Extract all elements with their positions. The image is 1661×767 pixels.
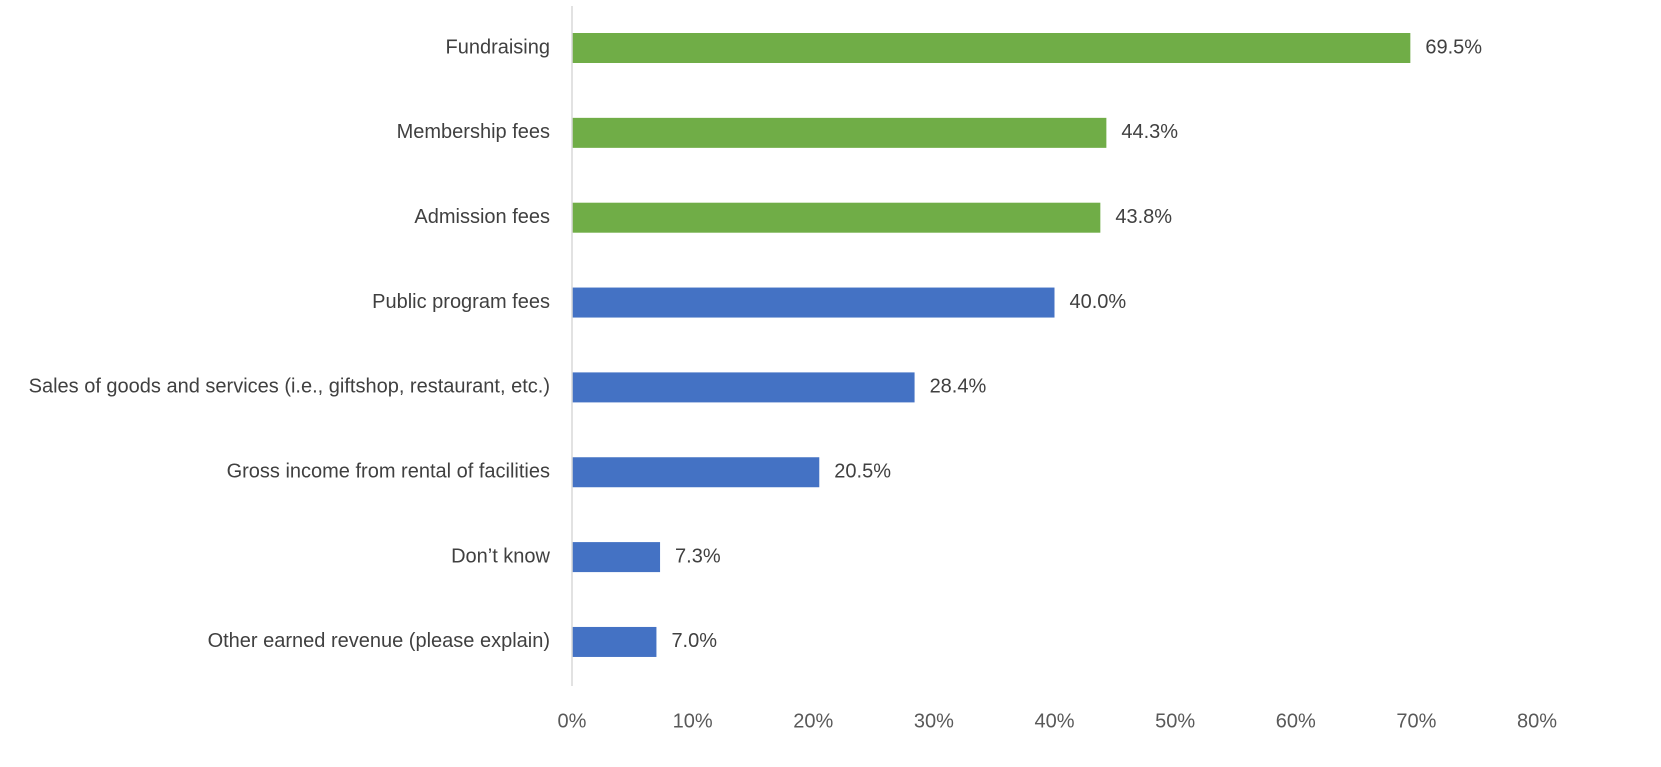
category-label: Membership fees bbox=[397, 121, 550, 143]
x-axis-ticks: 0% 10% 20% 30% 40% 50% 60% 70% 80% bbox=[558, 710, 1558, 732]
x-tick-label: 10% bbox=[673, 710, 713, 732]
x-tick-label: 20% bbox=[793, 710, 833, 732]
category-label: Gross income from rental of facilities bbox=[227, 461, 550, 483]
x-tick-label: 30% bbox=[914, 710, 954, 732]
bar bbox=[572, 117, 1107, 148]
category-label: Fundraising bbox=[445, 36, 550, 58]
x-tick-label: 80% bbox=[1517, 710, 1557, 732]
bar bbox=[572, 457, 820, 488]
bar bbox=[572, 626, 657, 657]
x-tick-label: 70% bbox=[1396, 710, 1436, 732]
data-label: 40.0% bbox=[1070, 291, 1127, 313]
x-tick-label: 40% bbox=[1034, 710, 1074, 732]
x-tick-label: 0% bbox=[558, 710, 587, 732]
bar bbox=[572, 287, 1055, 318]
category-label: Other earned revenue (please explain) bbox=[208, 630, 550, 652]
data-label: 69.5% bbox=[1425, 36, 1482, 58]
bar bbox=[572, 542, 661, 573]
x-tick-label: 60% bbox=[1276, 710, 1316, 732]
category-label: Public program fees bbox=[372, 291, 550, 313]
data-label: 7.3% bbox=[675, 545, 721, 567]
data-label: 44.3% bbox=[1121, 121, 1178, 143]
category-label: Don’t know bbox=[451, 545, 550, 567]
data-label: 20.5% bbox=[834, 461, 891, 483]
bars-layer bbox=[572, 33, 1411, 657]
x-tick-label: 50% bbox=[1155, 710, 1195, 732]
category-label: Admission fees bbox=[414, 206, 550, 228]
bar bbox=[572, 202, 1101, 233]
bar bbox=[572, 372, 915, 403]
labels-layer: Fundraising 69.5% Membership fees 44.3% Admi… bbox=[29, 36, 1483, 652]
category-label: Sales of goods and services (i.e., gifts… bbox=[29, 376, 550, 398]
data-label: 28.4% bbox=[930, 376, 987, 398]
bar bbox=[572, 33, 1411, 63]
data-label: 7.0% bbox=[671, 630, 717, 652]
data-label: 43.8% bbox=[1115, 206, 1172, 228]
